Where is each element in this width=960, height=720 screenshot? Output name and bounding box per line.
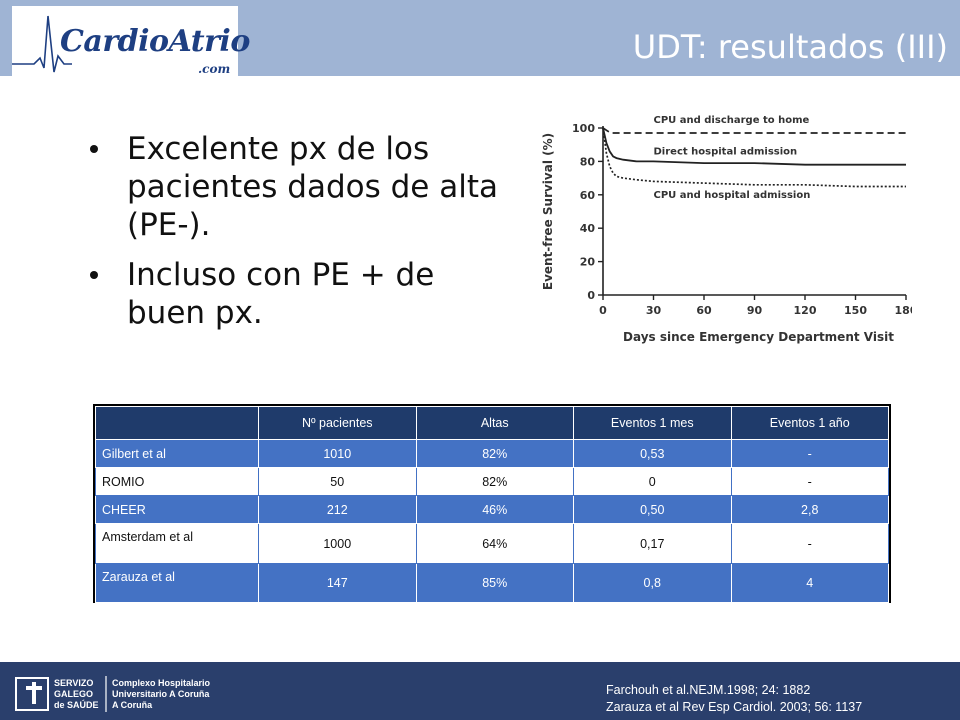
table-header-cell: Eventos 1 año	[730, 406, 889, 440]
slide-title: UDT: resultados (III)	[632, 28, 948, 66]
hospital-line: Complexo Hospitalario	[112, 678, 211, 688]
bullet-dot-icon	[90, 145, 98, 153]
table-row: Gilbert et al 1010 82% 0,53 -	[95, 439, 889, 468]
table-cell: 4	[730, 563, 889, 603]
table-header-cell: Altas	[415, 406, 574, 440]
logo-subtext: .com	[198, 62, 231, 76]
footer-bar	[0, 662, 960, 720]
table-cell: 147	[258, 563, 417, 603]
reference-line: Farchouh et al.NEJM.1998; 24: 1882	[606, 683, 811, 697]
table-row: CHEER 212 46% 0,50 2,8	[95, 495, 889, 524]
table-cell: 0,8	[573, 563, 732, 603]
table-header-cell: Nº pacientes	[258, 406, 417, 440]
x-tick-label: 180	[895, 304, 912, 317]
table-cell-study: ROMIO	[95, 467, 259, 496]
table-header-row: Nº pacientes Altas Eventos 1 mes Eventos…	[95, 406, 889, 440]
x-tick-label: 30	[646, 304, 662, 317]
series-line-0	[602, 127, 906, 134]
sergas-logo: SERVIZO GALEGO de SAÚDE Complexo Hospita…	[15, 676, 211, 712]
table-cell: 1000	[258, 523, 417, 564]
bullet-item: Incluso con PE + de buen px.	[82, 256, 502, 332]
cardioatrio-logo: CardioAtrio .com	[12, 6, 250, 76]
table-cell: 212	[258, 495, 417, 524]
table-cell: 82%	[415, 467, 574, 496]
y-tick-label: 0	[587, 289, 595, 302]
logo-line: SERVIZO	[54, 678, 93, 688]
references: Farchouh et al.NEJM.1998; 24: 1882 Zarau…	[606, 682, 862, 716]
series-label: CPU and discharge to home	[654, 115, 810, 126]
table-cell: 46%	[415, 495, 574, 524]
bullet-list: Excelente px de los pacientes dados de a…	[82, 130, 502, 344]
table-cell: 0,50	[573, 495, 732, 524]
table-row: Amsterdam et al 1000 64% 0,17 -	[95, 523, 889, 564]
table-header-cell	[95, 406, 259, 440]
y-tick-label: 100	[572, 122, 595, 135]
table-row: ROMIO 50 82% 0 -	[95, 467, 889, 496]
table-cell: 2,8	[730, 495, 889, 524]
bullet-text: Incluso con PE + de buen px.	[127, 257, 435, 331]
reference-line: Zarauza et al Rev Esp Cardiol. 2003; 56:…	[606, 700, 863, 714]
logo-text: CardioAtrio	[60, 24, 250, 59]
hospital-line: A Coruña	[112, 700, 153, 710]
x-tick-label: 0	[599, 304, 607, 317]
table-cell: 85%	[415, 563, 574, 603]
series-line-2	[602, 127, 906, 188]
x-tick-label: 120	[794, 304, 817, 317]
table-cell: 50	[258, 467, 417, 496]
x-tick-label: 150	[844, 304, 867, 317]
y-tick-label: 40	[580, 222, 596, 235]
series-line-1	[602, 127, 906, 166]
x-tick-label: 90	[747, 304, 763, 317]
bullet-dot-icon	[90, 271, 98, 279]
results-table: Nº pacientes Altas Eventos 1 mes Eventos…	[93, 404, 891, 603]
hospital-line: Universitario A Coruña	[112, 689, 210, 699]
table-cell: -	[730, 523, 889, 564]
health-cross-icon	[15, 677, 49, 711]
y-tick-label: 80	[580, 155, 596, 168]
table-row: Zarauza et al 147 85% 0,8 4	[95, 563, 889, 603]
table-cell: -	[730, 439, 889, 468]
table-cell-study: Zarauza et al	[95, 563, 259, 603]
bullet-text: Excelente px de los pacientes dados de a…	[127, 131, 498, 243]
bullet-item: Excelente px de los pacientes dados de a…	[82, 130, 502, 244]
ecg-wave-icon	[12, 15, 72, 73]
series-label: Direct hospital admission	[654, 147, 798, 158]
table-cell-study: CHEER	[95, 495, 259, 524]
table-cell: 0	[573, 467, 732, 496]
table-cell: -	[730, 467, 889, 496]
table-header-cell: Eventos 1 mes	[573, 406, 732, 440]
survival-chart: 0 20 40 60 80 100 0 30 60 90 120 150 180Days since E…	[541, 115, 912, 344]
table-cell-study: Amsterdam et al	[95, 523, 259, 564]
table-cell: 64%	[415, 523, 574, 564]
table-cell: 0,17	[573, 523, 732, 564]
logo-line: GALEGO	[54, 689, 93, 699]
series-label: CPU and hospital admission	[654, 190, 811, 201]
x-axis-label: Days since Emergency Department Visit	[623, 330, 894, 344]
y-tick-label: 20	[580, 256, 596, 269]
y-axis-label: Event-free Survival (%)	[541, 133, 555, 290]
y-tick-label: 60	[580, 189, 596, 202]
table-cell: 1010	[258, 439, 417, 468]
table-cell: 82%	[415, 439, 574, 468]
x-tick-label: 60	[696, 304, 712, 317]
table-cell: 0,53	[573, 439, 732, 468]
logo-line: de SAÚDE	[54, 699, 99, 710]
table-cell-study: Gilbert et al	[95, 439, 259, 468]
